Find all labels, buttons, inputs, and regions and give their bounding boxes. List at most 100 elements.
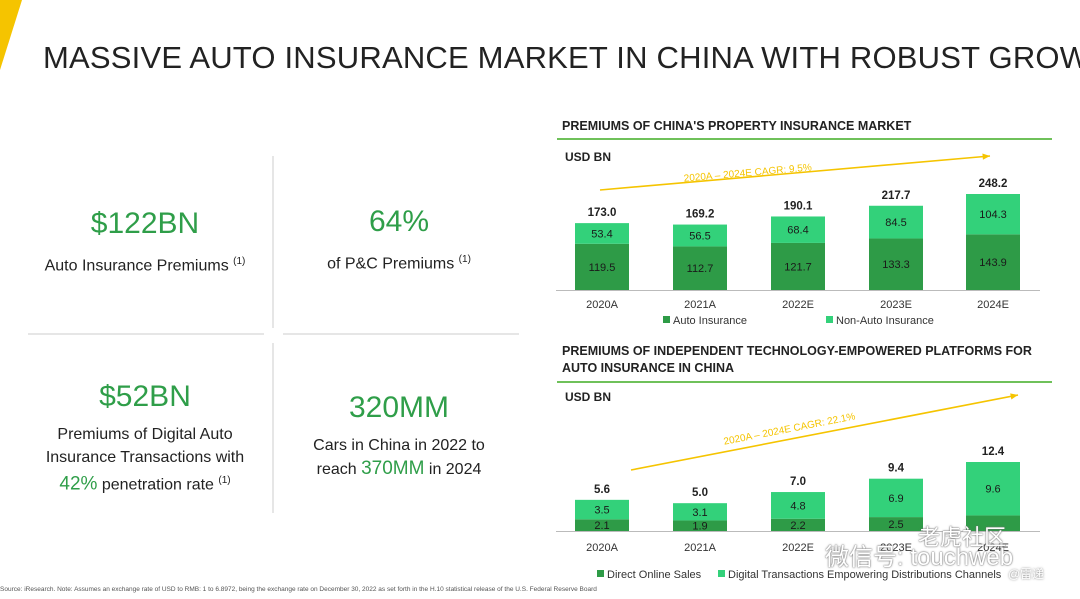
bar-segment-series1: [575, 519, 629, 531]
bar-segment-series2: [673, 224, 727, 247]
x-tick-label: 2020A: [586, 542, 618, 554]
footnote-marker: (1): [458, 254, 471, 265]
bar-segment-series1: [869, 517, 923, 531]
bar-segment-label: 68.4: [787, 225, 808, 237]
bar-segment-label: 143.9: [979, 257, 1007, 269]
stat-label-text: of P&C Premiums: [327, 255, 455, 273]
chart2-title-line: PREMIUMS OF INDEPENDENT TECHNOLOGY-EMPOW…: [562, 344, 1032, 358]
cagr-arrow-line: [599, 155, 991, 191]
stat-auto-insurance-premiums: $122BN Auto Insurance Premiums (1): [25, 206, 265, 277]
brand-corner-shape: [0, 0, 22, 70]
bar-total-label: 9.4: [888, 463, 905, 475]
bar-segment-label: 6.9: [888, 493, 903, 505]
bar-segment-series2: [673, 503, 727, 521]
legend-label: Digital Transactions Empowering Distribu…: [728, 569, 1002, 581]
bar-segment-series1: [771, 242, 825, 290]
bar-segment-label: 133.3: [882, 259, 910, 271]
stat-value: 64%: [368, 205, 430, 238]
x-tick-label: 2024E: [977, 542, 1009, 554]
cagr-arrow-head: [1010, 393, 1018, 400]
bar-segment-label: 112.7: [687, 263, 714, 275]
stat-label-text: in 2024: [424, 461, 482, 478]
bar-segment-series1: [575, 243, 629, 290]
divider-horizontal-right: [283, 333, 519, 335]
bar-segment-label: 2.5: [888, 519, 903, 531]
watermark-line2: 微信号: touchweb: [825, 544, 1014, 571]
bar-segment-label: 104.3: [979, 209, 1007, 221]
bar-total-label: 190.1: [784, 200, 813, 212]
bar-total-label: 12.4: [982, 446, 1005, 458]
legend-label: Direct Online Sales: [607, 569, 702, 581]
cagr-arrow-head: [982, 153, 990, 160]
cagr-annotation: 2020A – 2024E CAGR: 9.5%: [683, 162, 812, 184]
bar-segment-label: 1.9: [692, 521, 707, 533]
bar-segment-series1: [966, 234, 1020, 290]
bar-segment-label: 4.8: [790, 500, 805, 512]
bar-segment-series2: [966, 462, 1020, 516]
x-tick-label: 2022E: [782, 299, 814, 311]
bar-segment-series1: [673, 246, 727, 290]
chart1-title: PREMIUMS OF CHINA'S PROPERTY INSURANCE M…: [562, 119, 912, 133]
bar-segment-label: 2.1: [594, 520, 609, 532]
legend-swatch: [597, 570, 604, 577]
x-tick-label: 2020A: [586, 299, 618, 311]
bar-segment-series2: [966, 194, 1020, 235]
bar-total-label: 5.6: [594, 484, 610, 496]
stat-label: Auto Insurance Premiums (1): [25, 250, 265, 277]
x-tick-label: 2023E: [880, 542, 912, 554]
stat-value: $122BN: [90, 207, 200, 240]
bar-segment-label: 84.5: [885, 217, 906, 229]
stat-value: 320MM: [348, 391, 450, 424]
stat-value: $52BN: [99, 380, 191, 413]
chart2-title-rule: [557, 381, 1052, 383]
x-tick-label: 2021A: [684, 542, 716, 554]
chart1-title-rule: [557, 138, 1052, 140]
stat-label: Premiums of Digital Auto Insurance Trans…: [25, 423, 265, 496]
bar-segment-series2: [575, 223, 629, 244]
divider-vertical-bottom: [272, 343, 274, 513]
x-tick-label: 2022E: [782, 542, 814, 554]
chart2-unit: USD BN: [565, 390, 612, 404]
stat-pc-premiums-share: 64% of P&C Premiums (1): [279, 204, 519, 275]
bar-total-label: 248.2: [979, 178, 1008, 190]
source-footnote: Source: iResearch. Note: Assumes an exch…: [0, 586, 597, 593]
bar-segment-label: 56.5: [689, 230, 710, 242]
bar-segment-series2: [575, 499, 629, 520]
bar-segment-label: 9.6: [985, 484, 1000, 496]
stat-label: Cars in China in 2022 to reach 370MM in …: [279, 434, 519, 481]
bar-total-label: 7.0: [790, 476, 806, 488]
bar-segment-series1: [869, 238, 923, 290]
bar-total-label: 173.0: [588, 207, 617, 219]
bar-segment-series1: [771, 518, 825, 531]
bar-segment-series1: [673, 520, 727, 531]
bar-segment-label: 3.1: [692, 507, 707, 519]
stat-label: of P&C Premiums (1): [279, 248, 519, 275]
stat-label-text: Auto Insurance Premiums: [44, 257, 229, 275]
legend-label: Non-Auto Insurance: [836, 315, 934, 327]
page-title: MASSIVE AUTO INSURANCE MARKET IN CHINA W…: [43, 40, 1080, 75]
stat-cars-in-china: 320MM Cars in China in 2022 to reach 370…: [279, 390, 519, 481]
bar-total-label: 217.7: [882, 190, 911, 202]
cagr-arrow-line: [630, 394, 1019, 471]
watermark-line3: @雷递: [1008, 567, 1045, 581]
stat-label-line: Cars in China in 2022 to: [313, 437, 485, 454]
watermark-line1: 老虎社区: [918, 525, 1007, 550]
bar-segment-series2: [771, 216, 825, 243]
bar-segment-label: 119.5: [589, 262, 616, 274]
legend-swatch: [718, 570, 725, 577]
bar-segment-label: 2.2: [790, 520, 805, 532]
stat-label-text: penetration rate: [97, 476, 214, 494]
bar-segment-label: 53.4: [591, 228, 612, 240]
bar-segment-label: 121.7: [784, 261, 812, 273]
stat-label-text: reach: [316, 461, 362, 478]
legend-swatch: [663, 316, 670, 323]
legend-label: Auto Insurance: [673, 315, 747, 327]
divider-horizontal-left: [28, 333, 264, 335]
legend-swatch: [826, 316, 833, 323]
bar-segment-series2: [771, 492, 825, 519]
footnote-marker: (1): [218, 475, 231, 486]
bar-total-label: 169.2: [686, 209, 715, 221]
bar-segment-label: 3.5: [594, 505, 609, 517]
chart2-title: PREMIUMS OF INDEPENDENT TECHNOLOGY-EMPOW…: [562, 343, 1032, 377]
